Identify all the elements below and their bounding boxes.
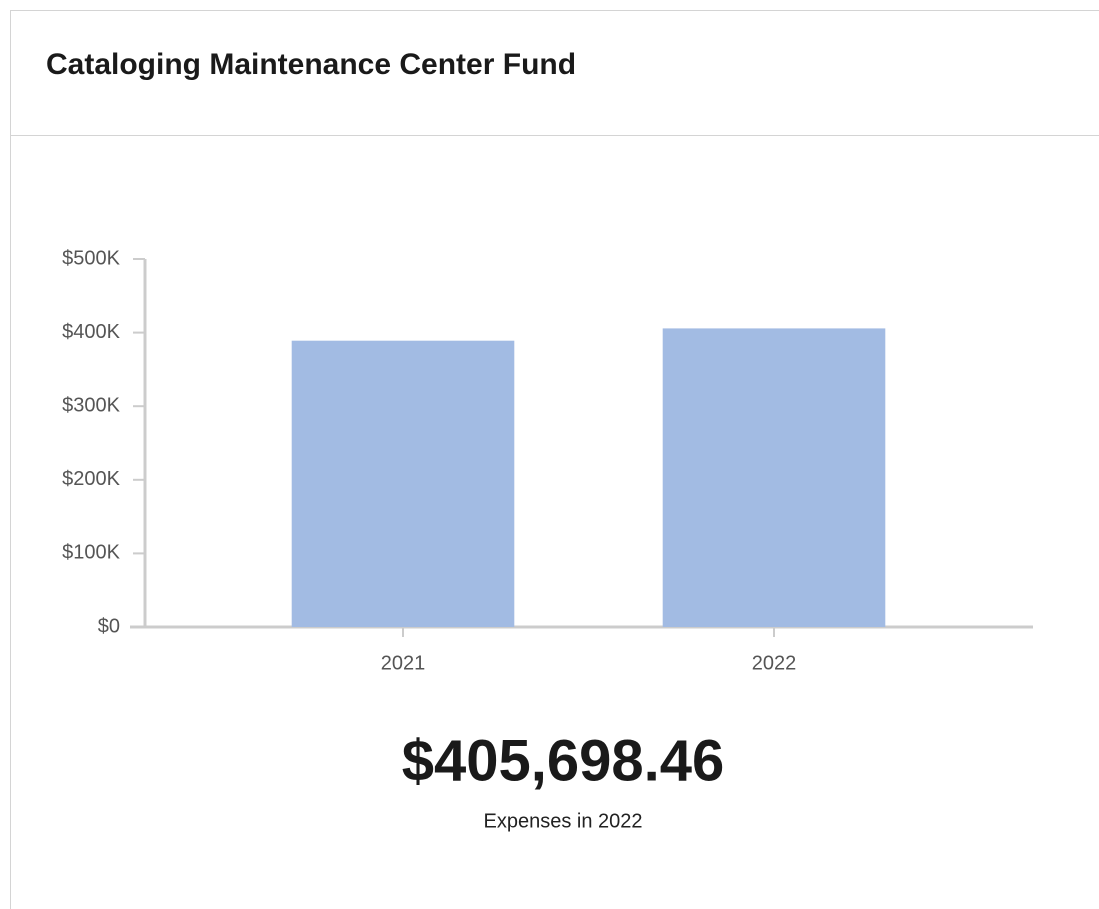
y-tick-label: $100K [62,542,120,564]
highlight-caption: Expenses in 2022 [483,810,642,832]
x-tick-label: 2022 [752,652,797,674]
y-tick-label: $400K [62,321,120,343]
x-tick-label: 2021 [381,652,426,674]
card [10,10,1099,909]
y-tick-label: $300K [62,394,120,416]
y-tick-label: $500K [62,247,120,269]
chart-title: Cataloging Maintenance Center Fund [46,48,576,81]
bar [291,340,515,627]
highlight-value: $405,698.46 [402,728,725,793]
y-tick-label: $0 [98,615,120,637]
y-tick-label: $200K [62,468,120,490]
bar [662,328,886,627]
